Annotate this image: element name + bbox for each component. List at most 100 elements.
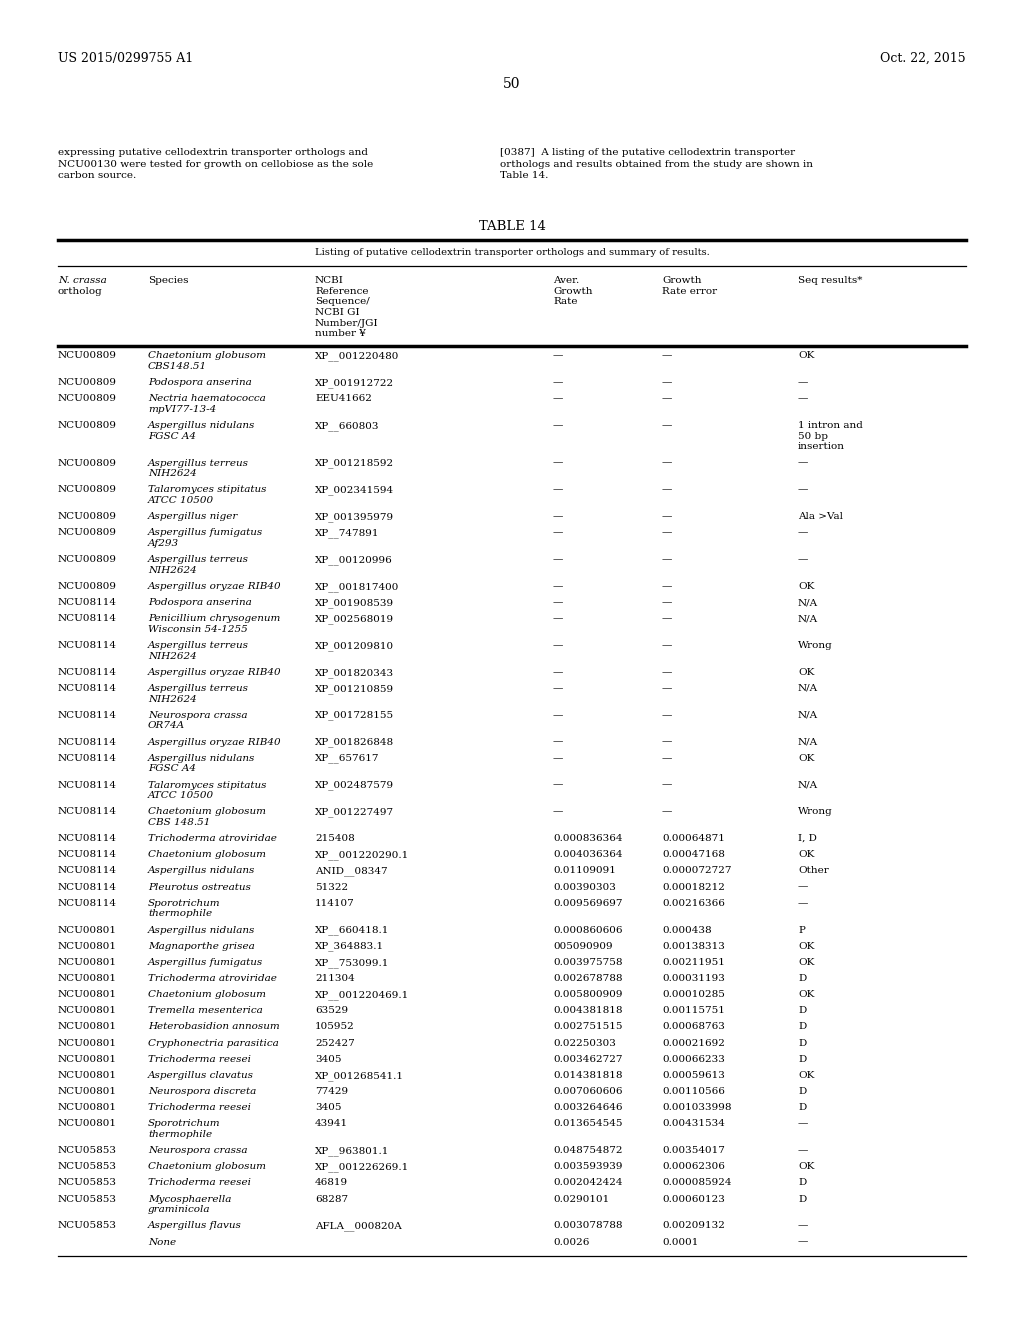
Text: Aspergillus terreus: Aspergillus terreus	[148, 556, 249, 564]
Text: XP_001912722: XP_001912722	[315, 379, 394, 388]
Text: 0.00138313: 0.00138313	[662, 941, 725, 950]
Text: XP_001218592: XP_001218592	[315, 458, 394, 469]
Text: 77429: 77429	[315, 1088, 348, 1096]
Text: —: —	[662, 668, 673, 677]
Text: Chaetonium globosum: Chaetonium globosum	[148, 850, 266, 859]
Text: None: None	[148, 1238, 176, 1246]
Text: 3405: 3405	[315, 1055, 341, 1064]
Text: Seq results*: Seq results*	[798, 276, 862, 285]
Text: N/A: N/A	[798, 780, 818, 789]
Text: —: —	[662, 684, 673, 693]
Text: —: —	[553, 486, 563, 495]
Text: NCU08114: NCU08114	[58, 866, 117, 875]
Text: NCU00801: NCU00801	[58, 1119, 117, 1129]
Text: NCU00801: NCU00801	[58, 1104, 117, 1113]
Text: NCU00809: NCU00809	[58, 379, 117, 387]
Text: —: —	[662, 642, 673, 649]
Text: Podospora anserina: Podospora anserina	[148, 379, 252, 387]
Text: D: D	[798, 1023, 806, 1031]
Text: Aspergillus terreus: Aspergillus terreus	[148, 458, 249, 467]
Text: NCU08114: NCU08114	[58, 834, 117, 843]
Text: NCU05853: NCU05853	[58, 1146, 117, 1155]
Text: XP__660418.1: XP__660418.1	[315, 925, 389, 936]
Text: —: —	[553, 458, 563, 467]
Text: —: —	[553, 808, 563, 816]
Text: 0.000438: 0.000438	[662, 925, 712, 935]
Text: 0.00068763: 0.00068763	[662, 1023, 725, 1031]
Text: XP_001820343: XP_001820343	[315, 668, 394, 677]
Text: —: —	[662, 710, 673, 719]
Text: 0.02250303: 0.02250303	[553, 1039, 615, 1048]
Text: 0.002751515: 0.002751515	[553, 1023, 623, 1031]
Text: —: —	[553, 351, 563, 360]
Text: NCU00809: NCU00809	[58, 528, 117, 537]
Text: 252427: 252427	[315, 1039, 354, 1048]
Text: OK: OK	[798, 850, 814, 859]
Text: Mycosphaerella: Mycosphaerella	[148, 1195, 231, 1204]
Text: I, D: I, D	[798, 834, 817, 843]
Text: Oct. 22, 2015: Oct. 22, 2015	[881, 51, 966, 65]
Text: 0.00390303: 0.00390303	[553, 883, 615, 891]
Text: —: —	[553, 780, 563, 789]
Text: —: —	[662, 458, 673, 467]
Text: 0.001033998: 0.001033998	[662, 1104, 731, 1113]
Text: XP_001227497: XP_001227497	[315, 808, 394, 817]
Text: Trichoderma reesei: Trichoderma reesei	[148, 1055, 251, 1064]
Text: number ¥: number ¥	[315, 329, 366, 338]
Text: —: —	[553, 754, 563, 763]
Text: 1 intron and: 1 intron and	[798, 421, 863, 430]
Text: NCBI GI: NCBI GI	[315, 308, 359, 317]
Text: NCU00801: NCU00801	[58, 941, 117, 950]
Text: NCU05853: NCU05853	[58, 1195, 117, 1204]
Text: Trichoderma atroviridae: Trichoderma atroviridae	[148, 834, 276, 843]
Text: NCU08114: NCU08114	[58, 899, 117, 908]
Text: —: —	[553, 528, 563, 537]
Text: XP__657617: XP__657617	[315, 754, 380, 763]
Text: Species: Species	[148, 276, 188, 285]
Text: D: D	[798, 1104, 806, 1113]
Text: —: —	[662, 486, 673, 495]
Text: 0.00209132: 0.00209132	[662, 1221, 725, 1230]
Text: 0.014381818: 0.014381818	[553, 1071, 623, 1080]
Text: —: —	[662, 598, 673, 607]
Text: [0387]  A listing of the putative cellodextrin transporter: [0387] A listing of the putative cellode…	[500, 148, 795, 157]
Text: NCU08114: NCU08114	[58, 668, 117, 677]
Text: D: D	[798, 1039, 806, 1048]
Text: Chaetonium globosum: Chaetonium globosum	[148, 808, 266, 816]
Text: XP_364883.1: XP_364883.1	[315, 941, 384, 952]
Text: 46819: 46819	[315, 1179, 348, 1188]
Text: —: —	[798, 1146, 808, 1155]
Text: Aspergillus niger: Aspergillus niger	[148, 512, 239, 521]
Text: NCU05853: NCU05853	[58, 1221, 117, 1230]
Text: OK: OK	[798, 754, 814, 763]
Text: XP_002341594: XP_002341594	[315, 486, 394, 495]
Text: 0.003462727: 0.003462727	[553, 1055, 623, 1064]
Text: XP__001220290.1: XP__001220290.1	[315, 850, 410, 861]
Text: 0.00110566: 0.00110566	[662, 1088, 725, 1096]
Text: —: —	[553, 512, 563, 521]
Text: FGSC A4: FGSC A4	[148, 432, 196, 441]
Text: 63529: 63529	[315, 1006, 348, 1015]
Text: —: —	[662, 379, 673, 387]
Text: 0.00216366: 0.00216366	[662, 899, 725, 908]
Text: Trichoderma atroviridae: Trichoderma atroviridae	[148, 974, 276, 983]
Text: Aspergillus clavatus: Aspergillus clavatus	[148, 1071, 254, 1080]
Text: 114107: 114107	[315, 899, 354, 908]
Text: Table 14.: Table 14.	[500, 172, 549, 181]
Text: Aspergillus nidulans: Aspergillus nidulans	[148, 866, 255, 875]
Text: Sporotrichum: Sporotrichum	[148, 1119, 220, 1129]
Text: ATCC 10500: ATCC 10500	[148, 496, 214, 506]
Text: 0.013654545: 0.013654545	[553, 1119, 623, 1129]
Text: —: —	[553, 738, 563, 747]
Text: XP_001728155: XP_001728155	[315, 710, 394, 721]
Text: NCU08114: NCU08114	[58, 850, 117, 859]
Text: —: —	[553, 395, 563, 404]
Text: —: —	[798, 458, 808, 467]
Text: Heterobasidion annosum: Heterobasidion annosum	[148, 1023, 280, 1031]
Text: NCU00801: NCU00801	[58, 1055, 117, 1064]
Text: EEU41662: EEU41662	[315, 395, 372, 404]
Text: 0.00059613: 0.00059613	[662, 1071, 725, 1080]
Text: OK: OK	[798, 1071, 814, 1080]
Text: Aspergillus terreus: Aspergillus terreus	[148, 684, 249, 693]
Text: Neurospora crassa: Neurospora crassa	[148, 1146, 248, 1155]
